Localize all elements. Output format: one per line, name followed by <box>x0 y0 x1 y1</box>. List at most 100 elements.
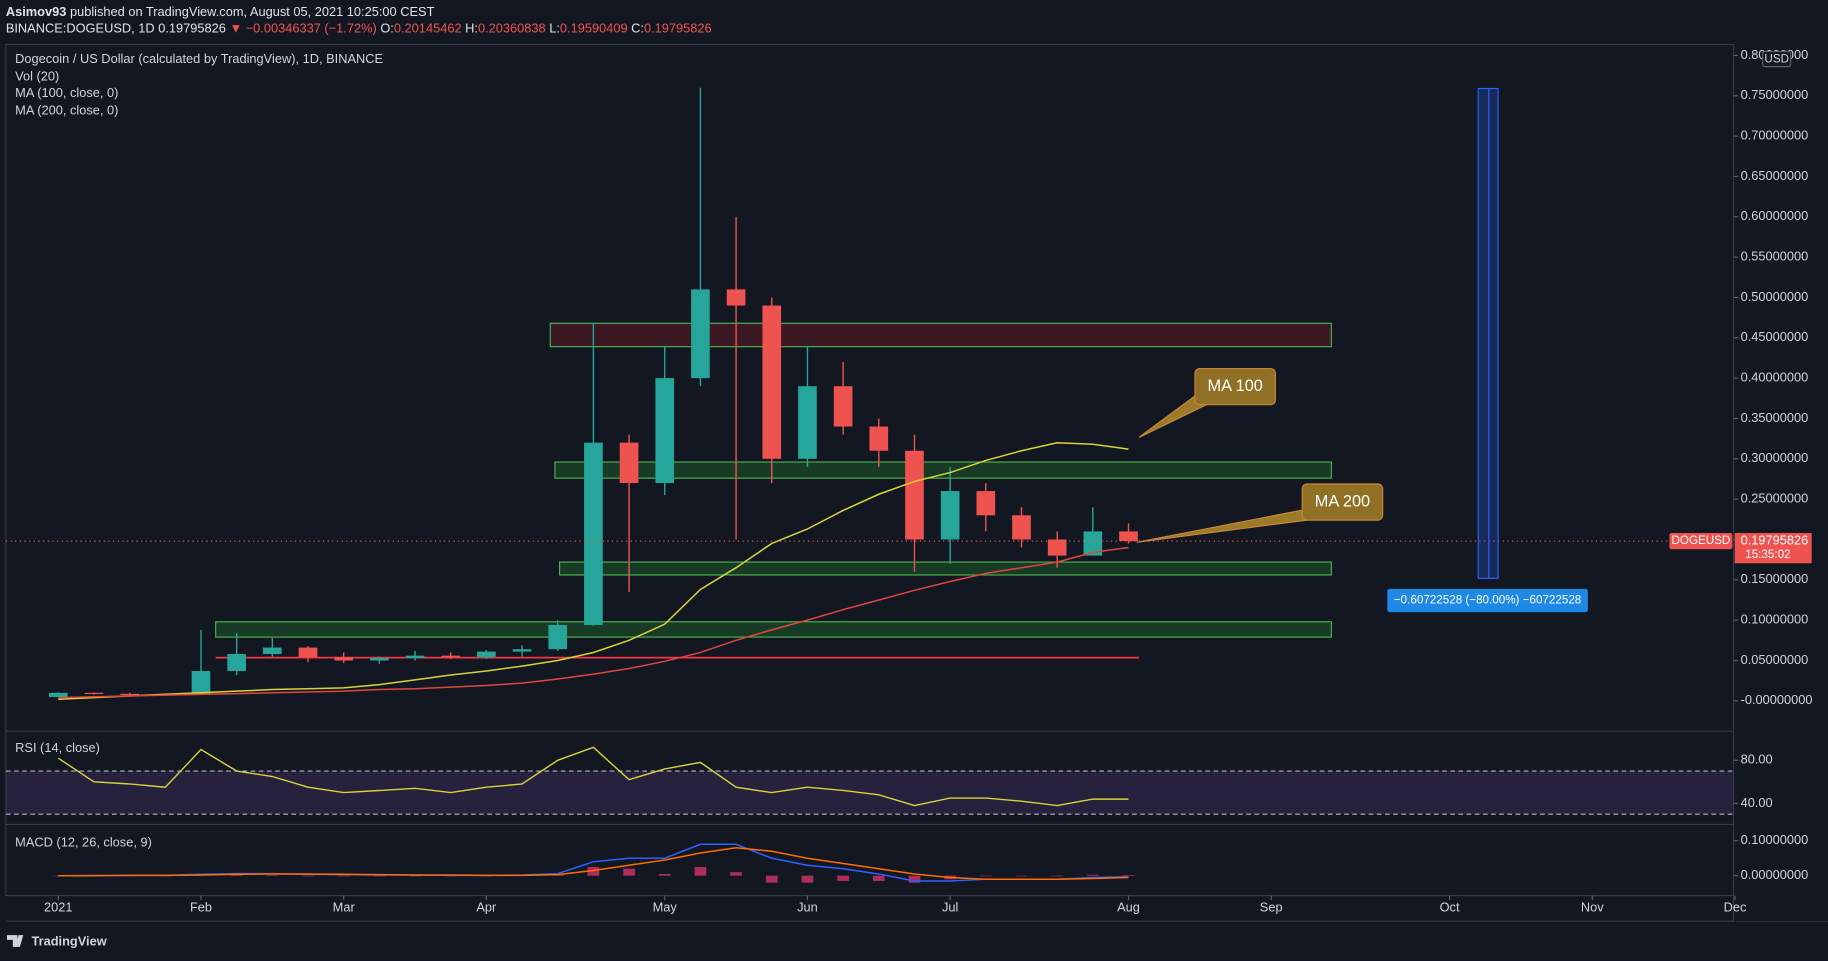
y-tick-label: 0.50000000 <box>1741 289 1809 304</box>
candle-body <box>869 426 889 451</box>
ohlc-label: H: <box>465 21 478 36</box>
candle-body <box>691 289 710 379</box>
measure-label: −0.60722528 (−80.00%) −60722528 <box>1394 594 1581 607</box>
y-tick-label: 0.05000000 <box>1741 652 1809 667</box>
candle-body <box>405 655 425 659</box>
candle-body <box>263 647 282 655</box>
y-tick-label: 0.35000000 <box>1741 410 1809 425</box>
currency-badge <box>1762 50 1792 68</box>
x-tick-label: Aug <box>1117 900 1140 915</box>
y-tick-label: 0.00000000 <box>1741 867 1809 882</box>
candle-body <box>976 491 996 516</box>
ohlc-label: C: <box>631 21 644 36</box>
chart-layer: −0.60722528 (−80.00%) −60722528 MA 100 MA … <box>5 87 1734 883</box>
ohlc-label: O: <box>380 21 394 36</box>
macd-histogram-bar <box>1087 874 1099 876</box>
y-tick-label: 0.25000000 <box>1741 491 1809 506</box>
indicator-legend: Vol (20) <box>15 69 59 84</box>
candle-body <box>48 692 68 698</box>
macd-histogram-bar <box>872 875 885 881</box>
symbol-badge <box>1669 532 1733 550</box>
symbol-line: BINANCE:DOGEUSD, 1D 0.19795826 ▼ −0.0034… <box>6 21 712 36</box>
candle-body <box>905 450 924 540</box>
ohlc-value: 0.20360838 <box>478 21 546 36</box>
candle-body <box>1119 531 1138 542</box>
y-tick-label: 80.00 <box>1741 752 1773 767</box>
x-tick-label: Nov <box>1581 900 1604 915</box>
countdown: 15:35:02 <box>1745 548 1790 561</box>
rsi-band <box>5 771 1734 815</box>
currency: USD <box>1764 53 1789 66</box>
x-tick-label: Jul <box>942 900 958 915</box>
candle-body <box>334 657 354 661</box>
macd-histogram-bar <box>765 875 778 883</box>
measure-label-box <box>1387 588 1588 613</box>
price-zone <box>549 322 1332 348</box>
macd-histogram-bar <box>1122 875 1135 876</box>
candle-body <box>833 386 853 427</box>
candle-body <box>762 305 782 459</box>
macd-histogram-bar <box>587 866 600 876</box>
author-line: Asimov93 published on TradingView.com, A… <box>6 4 435 19</box>
candle-body <box>1047 539 1067 556</box>
callout-text: MA 200 <box>1315 492 1370 510</box>
author: Asimov93 <box>6 4 67 19</box>
y-tick-label: 0.45000000 <box>1741 329 1809 344</box>
legend-entry: MA (200, close, 0) <box>15 102 118 117</box>
candle-body <box>548 624 568 650</box>
symbol-badge-text: DOGEUSD <box>1671 534 1730 547</box>
ohlc-value: 0.19590409 <box>560 21 628 36</box>
x-tick-label: Apr <box>476 900 497 915</box>
macd-histogram-bar <box>1051 875 1063 877</box>
macd-histogram-bar <box>694 866 707 876</box>
moving-average <box>58 441 1129 700</box>
y-tick-label: -0.00000000 <box>1741 692 1813 707</box>
macd-histogram-bar <box>337 875 350 877</box>
price-axis-bg <box>1733 44 1828 922</box>
rsi-title: RSI (14, close) <box>15 740 100 755</box>
candle-body <box>370 658 389 661</box>
moving-average <box>58 546 1129 699</box>
macd-histogram-bar <box>801 875 814 883</box>
price-zone <box>554 461 1332 479</box>
macd-histogram-bar <box>658 873 671 876</box>
macd-histogram-bar <box>409 875 421 877</box>
candle-body <box>940 491 960 540</box>
y-tick-label: 0.10000000 <box>1741 612 1809 627</box>
callout-box <box>1301 483 1384 521</box>
callout-box <box>1194 367 1276 406</box>
legend-entry: MA (100, close, 0) <box>15 85 118 100</box>
published: published on TradingView.com, August 05,… <box>70 4 435 19</box>
candle-body <box>84 692 104 694</box>
macd-histogram-bar <box>908 875 921 883</box>
chart-title: Dogecoin / US Dollar (calculated by Trad… <box>15 51 383 66</box>
x-tick-label: 2021 <box>44 900 73 915</box>
macd-histogram-bar <box>1015 875 1028 877</box>
y-tick-label: 0.65000000 <box>1741 168 1809 183</box>
y-tick-label: 0.75000000 <box>1741 87 1809 102</box>
x-tick-label: May <box>653 900 678 915</box>
macd-line <box>58 846 1129 880</box>
candle-body <box>477 651 496 658</box>
macd-histogram-bar <box>302 875 314 877</box>
y-tick-label: 0.40000000 <box>1741 370 1809 385</box>
price-badge-value: 0.19795826 <box>1741 533 1809 548</box>
candle-body <box>1012 515 1031 540</box>
candle-body <box>512 649 532 652</box>
candle-body <box>619 442 639 484</box>
rsi-line <box>57 746 1129 807</box>
candle-body <box>726 289 746 306</box>
y-tick-label: 0.30000000 <box>1741 450 1809 465</box>
candle-body <box>655 378 675 484</box>
y-tick-label: 0.15000000 <box>1741 571 1809 586</box>
price-badge <box>1734 532 1812 564</box>
candle-body <box>441 655 461 658</box>
macd-histogram-bar <box>230 875 243 876</box>
candle-body <box>798 386 817 459</box>
y-tick-label: 0.60000000 <box>1741 208 1809 223</box>
macd-histogram-bar <box>730 872 742 876</box>
y-tick-label: 0.10000000 <box>1741 832 1809 847</box>
macd-histogram-bar <box>837 875 849 881</box>
price-zone <box>559 561 1332 576</box>
